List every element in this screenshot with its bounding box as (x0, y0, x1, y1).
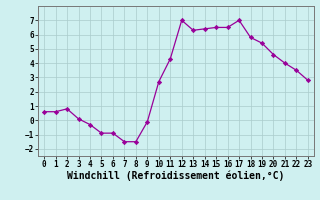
X-axis label: Windchill (Refroidissement éolien,°C): Windchill (Refroidissement éolien,°C) (67, 171, 285, 181)
